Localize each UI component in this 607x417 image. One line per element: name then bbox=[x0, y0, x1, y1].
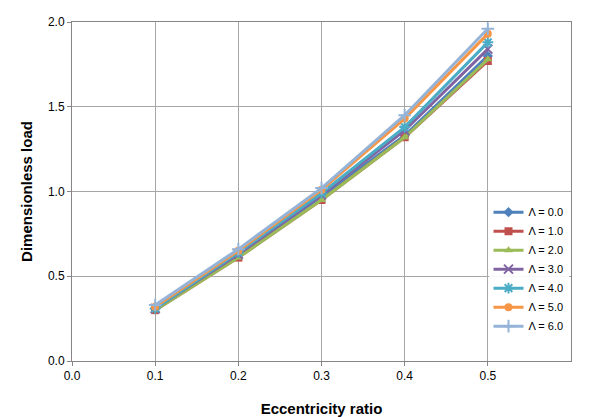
svg-text:Eccentricity ratio: Eccentricity ratio bbox=[261, 400, 383, 417]
svg-text:Λ = 1.0: Λ = 1.0 bbox=[529, 225, 564, 237]
svg-text:1.5: 1.5 bbox=[48, 100, 65, 114]
svg-text:Dimensionless load: Dimensionless load bbox=[18, 121, 35, 262]
svg-text:0.4: 0.4 bbox=[396, 369, 413, 383]
svg-text:0.5: 0.5 bbox=[479, 369, 496, 383]
svg-text:Λ = 0.0: Λ = 0.0 bbox=[529, 206, 564, 218]
svg-text:1.0: 1.0 bbox=[48, 185, 65, 199]
svg-text:2.0: 2.0 bbox=[48, 15, 65, 29]
svg-text:Λ = 6.0: Λ = 6.0 bbox=[529, 320, 564, 332]
svg-text:Λ = 3.0: Λ = 3.0 bbox=[529, 263, 564, 275]
svg-text:Λ = 4.0: Λ = 4.0 bbox=[529, 282, 564, 294]
svg-text:0.5: 0.5 bbox=[48, 269, 65, 283]
svg-text:Λ = 5.0: Λ = 5.0 bbox=[529, 301, 564, 313]
svg-text:0.3: 0.3 bbox=[313, 369, 330, 383]
svg-text:Λ = 2.0: Λ = 2.0 bbox=[529, 244, 564, 256]
svg-text:0.1: 0.1 bbox=[147, 369, 164, 383]
svg-text:0.0: 0.0 bbox=[48, 354, 65, 368]
svg-text:0.0: 0.0 bbox=[64, 369, 81, 383]
svg-text:0.2: 0.2 bbox=[230, 369, 247, 383]
